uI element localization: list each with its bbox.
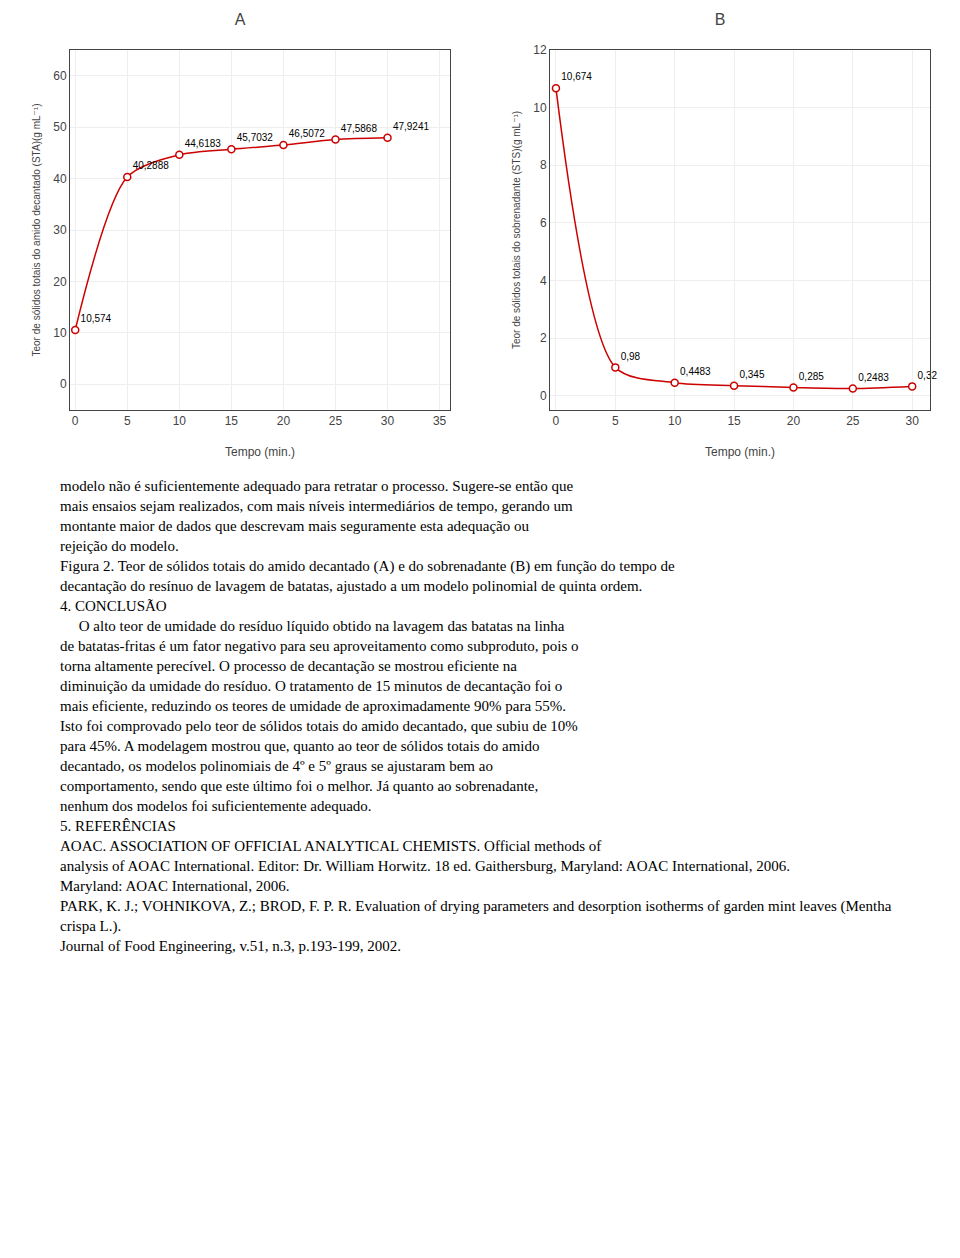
svg-text:10: 10 [668, 414, 682, 428]
svg-text:0,4483: 0,4483 [680, 366, 711, 377]
svg-text:10: 10 [533, 101, 547, 115]
svg-text:20: 20 [53, 275, 67, 289]
svg-text:12: 12 [533, 43, 547, 57]
svg-text:0: 0 [60, 377, 67, 391]
html-text:Figura 2. Teor de sólidos tota: Figura 2. Teor de sólidos totais do amid… [60, 558, 675, 574]
svg-text:30: 30 [53, 223, 67, 237]
svg-text:40,2888: 40,2888 [133, 160, 170, 171]
svg-text:15: 15 [727, 414, 741, 428]
svg-text:30: 30 [906, 414, 920, 428]
html-text:Isto foi comprovado pelo teor: Isto foi comprovado pelo teor de sólidos… [60, 718, 578, 734]
svg-text:20: 20 [277, 414, 291, 428]
svg-text:15: 15 [225, 414, 239, 428]
svg-text:B: B [715, 11, 726, 28]
html-text:Journal of Food Engineering, v: Journal of Food Engineering, v.51, n.3, … [60, 938, 402, 954]
html-text:mais ensaios sejam realizados,: mais ensaios sejam realizados, com mais … [60, 498, 573, 514]
svg-text:0: 0 [72, 414, 79, 428]
html-text:para 45%. A modelagem mostrou: para 45%. A modelagem mostrou que, quant… [60, 738, 540, 754]
svg-text:50: 50 [53, 120, 67, 134]
svg-text:4: 4 [540, 274, 547, 288]
svg-text:0: 0 [553, 414, 560, 428]
svg-text:35: 35 [433, 414, 447, 428]
svg-text:Teor de sólidos totais do amid: Teor de sólidos totais do amido decantad… [31, 104, 42, 357]
html-text:nenhum dos modelos foi suficie: nenhum dos modelos foi suficientemente a… [60, 798, 372, 814]
svg-text:Tempo (min.): Tempo (min.) [225, 445, 295, 459]
html-text:diminuição da umidade do resíd: diminuição da umidade do resíduo. O trat… [60, 678, 563, 694]
svg-text:30: 30 [381, 414, 395, 428]
svg-text:5: 5 [612, 414, 619, 428]
svg-text:25: 25 [846, 414, 860, 428]
html-text:O alto teor de umidade do resí: O alto teor de umidade do resíduo líquid… [60, 618, 565, 634]
html-text:rejeição do modelo.: rejeição do modelo. [60, 538, 179, 554]
html-text:mais eficiente, reduzindo os t: mais eficiente, reduzindo os teores de u… [60, 698, 567, 714]
html-text:torna altamente perecível. O p: torna altamente perecível. O processo de… [60, 658, 517, 674]
svg-text:2: 2 [540, 331, 547, 345]
svg-text:Tempo (min.): Tempo (min.) [705, 445, 775, 459]
svg-text:0,98: 0,98 [621, 351, 641, 362]
svg-text:10,574: 10,574 [81, 313, 112, 324]
svg-text:47,9241: 47,9241 [393, 121, 430, 132]
svg-text:46,5072: 46,5072 [289, 128, 326, 139]
html-text:PARK, K. J.; VOHNIKOVA, Z.; BR: PARK, K. J.; VOHNIKOVA, Z.; BROD, F. P. … [60, 898, 896, 934]
html-text:AOAC. ASSOCIATION OF OFFICIAL: AOAC. ASSOCIATION OF OFFICIAL ANALYTICAL… [60, 838, 602, 854]
svg-text:6: 6 [540, 216, 547, 230]
svg-text:10,674: 10,674 [561, 71, 592, 82]
svg-text:A: A [235, 11, 246, 28]
svg-text:45,7032: 45,7032 [237, 132, 274, 143]
svg-text:10: 10 [53, 326, 67, 340]
svg-text:0,345: 0,345 [739, 369, 764, 380]
html-text:Maryland: AOAC International,: Maryland: AOAC International, 2006. [60, 878, 290, 894]
svg-text:25: 25 [329, 414, 343, 428]
svg-text:8: 8 [540, 158, 547, 172]
html-text:modelo não é suficientemente a: modelo não é suficientemente adequado pa… [60, 478, 574, 494]
html-text:5. REFERÊNCIAS: 5. REFERÊNCIAS [60, 818, 176, 834]
svg-text:47,5868: 47,5868 [341, 123, 378, 134]
svg-text:0: 0 [540, 389, 547, 403]
svg-text:0,32: 0,32 [918, 370, 938, 381]
html-text:analysis of AOAC International: analysis of AOAC International. Editor: … [60, 858, 790, 874]
svg-text:20: 20 [787, 414, 801, 428]
svg-text:0,285: 0,285 [799, 371, 824, 382]
svg-text:60: 60 [53, 69, 67, 83]
svg-text:10: 10 [173, 414, 187, 428]
svg-text:5: 5 [124, 414, 131, 428]
svg-text:44,6183: 44,6183 [185, 138, 222, 149]
svg-text:0,2483: 0,2483 [858, 372, 889, 383]
html-text:comportamento, sendo que este: comportamento, sendo que este último foi… [60, 778, 539, 794]
html-text:4. CONCLUSÃO: 4. CONCLUSÃO [60, 598, 167, 614]
svg-text:40: 40 [53, 172, 67, 186]
html-text:de batatas-fritas é um fator n: de batatas-fritas é um fator negativo pa… [60, 638, 579, 654]
html-text:montante maior de dados que de: montante maior de dados que descrevam ma… [60, 518, 529, 534]
html-text:decantação do resínuo de lavag: decantação do resínuo de lavagem de bata… [60, 578, 643, 594]
svg-text:Teor de sólidos totais do sobr: Teor de sólidos totais do sobrenadante (… [511, 111, 522, 349]
html-text:decantado, os modelos polinomi: decantado, os modelos polinomiais de 4º … [60, 758, 493, 774]
